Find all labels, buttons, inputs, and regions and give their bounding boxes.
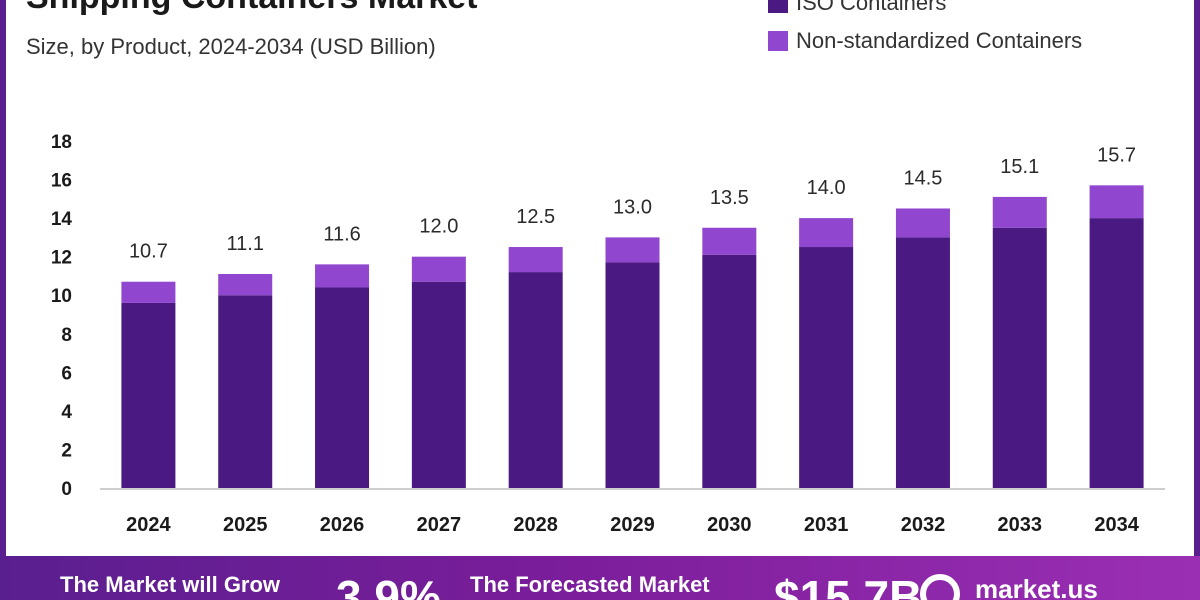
y-tick-label: 0 bbox=[61, 479, 72, 500]
legend-label-non-standardized: Non-standardized Containers bbox=[796, 28, 1083, 53]
left-frame-border bbox=[0, 0, 6, 600]
bar-segment-non-standardized bbox=[605, 237, 660, 263]
x-tick-label: 2033 bbox=[998, 514, 1043, 536]
x-tick-label: 2030 bbox=[707, 514, 752, 536]
legend-item-iso: ISO Containers bbox=[768, 0, 1082, 22]
y-tick-label: 12 bbox=[51, 248, 72, 269]
bar-segment-iso bbox=[1089, 218, 1144, 488]
bar-segment-iso bbox=[605, 262, 660, 488]
bar-total-label: 12.5 bbox=[516, 206, 555, 228]
bar-segment-non-standardized bbox=[799, 218, 854, 248]
bar-segment-iso bbox=[121, 302, 176, 488]
bar-segment-non-standardized bbox=[315, 264, 370, 288]
legend-swatch-iso bbox=[768, 0, 788, 13]
right-frame-border bbox=[1194, 0, 1200, 600]
x-tick-label: 2027 bbox=[417, 514, 462, 536]
chart-title: Shipping Containers Market bbox=[26, 0, 478, 17]
brand-logo-icon bbox=[920, 574, 960, 600]
bottom-banner: The Market will Grow 3.9% The Forecasted… bbox=[0, 556, 1200, 600]
y-tick-label: 18 bbox=[51, 132, 72, 153]
x-tick-label: 2024 bbox=[126, 514, 171, 536]
bar-segment-iso bbox=[702, 254, 757, 488]
bar-segment-non-standardized bbox=[895, 208, 950, 238]
y-tick-label: 6 bbox=[61, 363, 72, 384]
bar-segment-non-standardized bbox=[411, 256, 466, 282]
bar-segment-iso bbox=[895, 237, 950, 488]
bar-segment-iso bbox=[799, 247, 854, 488]
x-tick-label: 2028 bbox=[513, 514, 558, 536]
bar-total-label: 15.7 bbox=[1097, 144, 1136, 166]
x-tick-label: 2034 bbox=[1094, 514, 1139, 536]
y-tick-label: 10 bbox=[51, 286, 72, 307]
bar-chart: 0 2 4 6 8 10 12 14 16 18 10.7 2024 11.1 2025 11.6 2026 1… bbox=[51, 132, 1165, 536]
chart-legend: ISO Containers Non-standardized Containe… bbox=[768, 0, 1082, 60]
x-tick-label: 2025 bbox=[223, 514, 268, 536]
bar-segment-non-standardized bbox=[121, 281, 176, 303]
bar-segment-non-standardized bbox=[1089, 185, 1144, 219]
bar-segment-iso bbox=[218, 295, 273, 488]
banner-cagr-value: 3.9% bbox=[336, 571, 441, 600]
banner-grow-text: The Market will Grow bbox=[60, 572, 281, 597]
x-tick-label: 2032 bbox=[901, 514, 946, 536]
x-tick-label: 2026 bbox=[320, 514, 365, 536]
legend-label-iso: ISO Containers bbox=[796, 0, 947, 15]
legend-item-non-standardized: Non-standardized Containers bbox=[768, 22, 1082, 60]
bar-total-label: 11.1 bbox=[227, 233, 264, 255]
bar-segment-iso bbox=[411, 281, 466, 488]
bar-segment-iso bbox=[508, 272, 563, 488]
y-tick-label: 16 bbox=[51, 171, 72, 192]
chart-subtitle: Size, by Product, 2024-2034 (USD Billion… bbox=[26, 34, 436, 59]
bar-total-label: 11.6 bbox=[323, 223, 360, 245]
bar-segment-non-standardized bbox=[992, 196, 1047, 228]
x-tick-label: 2029 bbox=[610, 514, 655, 536]
bar-segment-non-standardized bbox=[702, 227, 757, 255]
bar-total-label: 12.0 bbox=[419, 216, 458, 238]
y-tick-label: 2 bbox=[61, 440, 72, 461]
x-tick-label: 2031 bbox=[804, 514, 849, 536]
banner-market-value: $15.7B bbox=[774, 571, 923, 600]
bar-total-label: 10.7 bbox=[129, 241, 168, 263]
bar-segment-non-standardized bbox=[218, 274, 273, 296]
bar-segment-non-standardized bbox=[508, 247, 563, 273]
bar-total-label: 14.0 bbox=[807, 177, 846, 199]
bar-segment-iso bbox=[315, 287, 370, 488]
bar-total-label: 13.0 bbox=[613, 196, 652, 218]
y-tick-label: 14 bbox=[51, 209, 73, 230]
y-tick-label: 8 bbox=[61, 325, 72, 346]
bar-total-label: 14.5 bbox=[903, 167, 942, 189]
bar-total-label: 15.1 bbox=[1000, 156, 1039, 178]
y-tick-label: 4 bbox=[61, 402, 72, 423]
banner-brand: market.us bbox=[975, 574, 1098, 600]
bar-segment-iso bbox=[992, 227, 1047, 488]
bar-total-label: 13.5 bbox=[710, 187, 749, 209]
banner-forecast-text: The Forecasted Market bbox=[470, 572, 710, 597]
legend-swatch-non-standardized bbox=[768, 31, 788, 51]
